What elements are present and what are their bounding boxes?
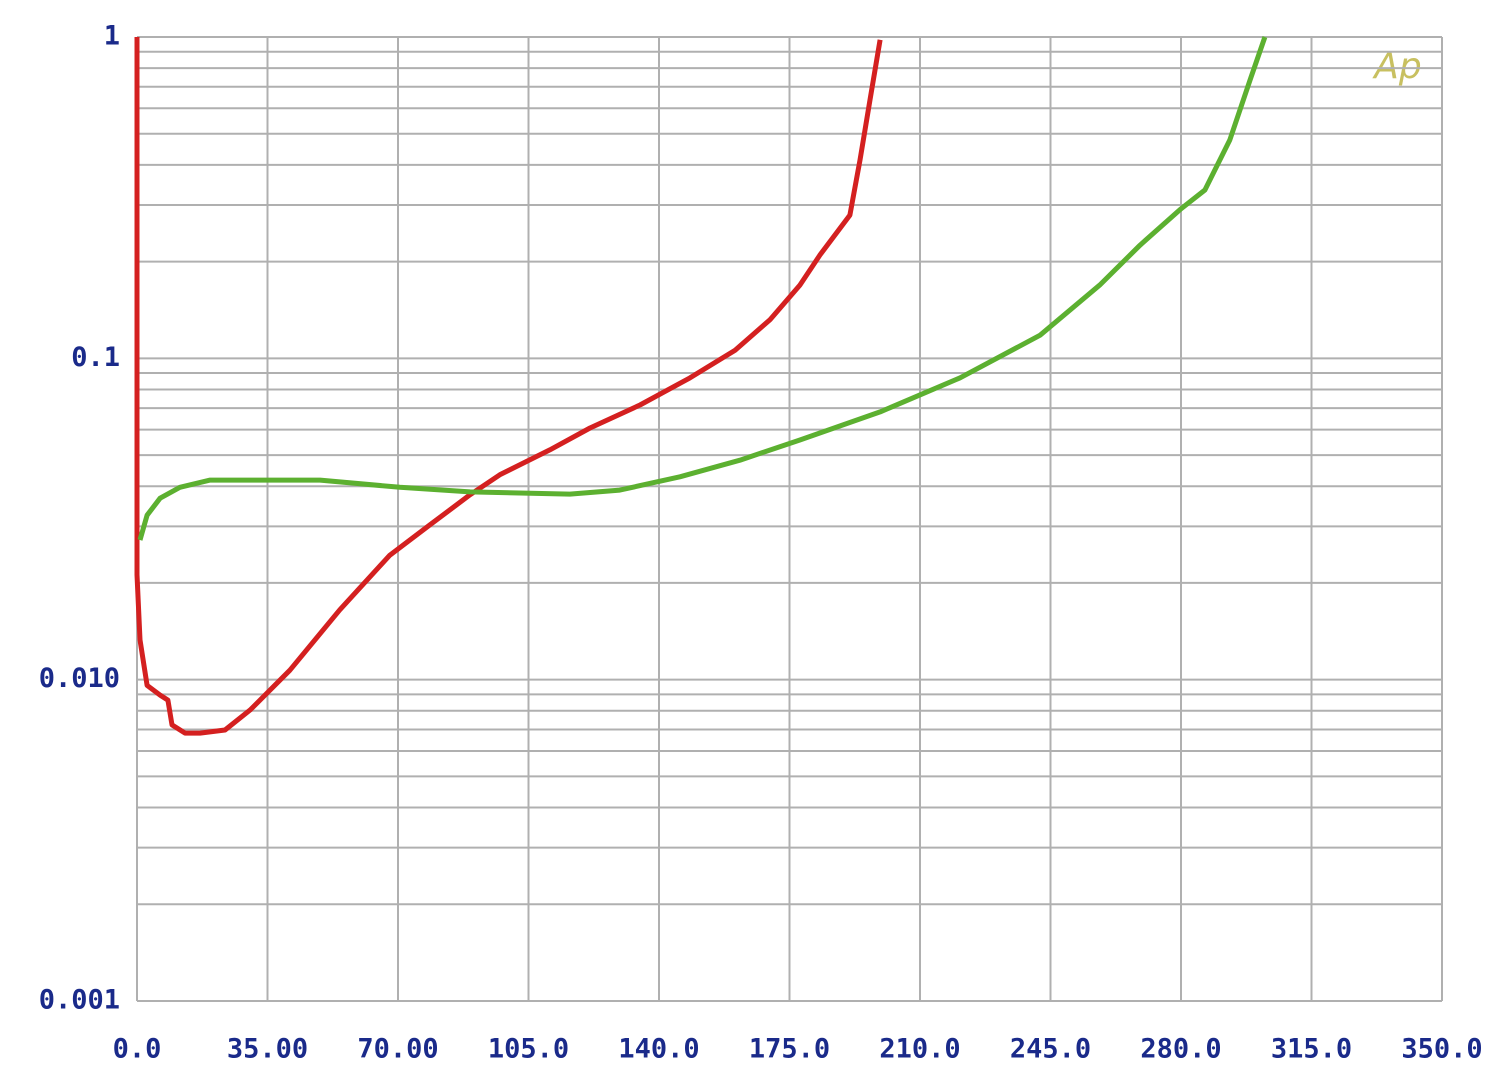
y-tick-label: 0.010 [39, 663, 120, 694]
x-tick-label: 70.00 [357, 1034, 438, 1065]
x-tick-label: 35.00 [227, 1034, 308, 1065]
x-tick-label: 280.0 [1140, 1034, 1221, 1065]
data-line [137, 36, 1268, 541]
x-tick-label: 210.0 [879, 1034, 960, 1065]
x-tick-label: 105.0 [488, 1034, 569, 1065]
x-tick-label: 140.0 [618, 1034, 699, 1065]
data-line [134, 37, 883, 736]
y-tick-label: 0.1 [71, 342, 120, 373]
x-tick-label: 350.0 [1401, 1034, 1482, 1065]
x-tick-label: 245.0 [1010, 1034, 1091, 1065]
x-tick-label: 0.0 [113, 1034, 162, 1065]
y-tick-label: 0.001 [39, 985, 120, 1016]
y-tick-label: 1 [104, 21, 120, 52]
x-tick-label: 175.0 [749, 1034, 830, 1065]
x-tick-label: 315.0 [1271, 1034, 1352, 1065]
logo: Ap [1372, 46, 1421, 87]
